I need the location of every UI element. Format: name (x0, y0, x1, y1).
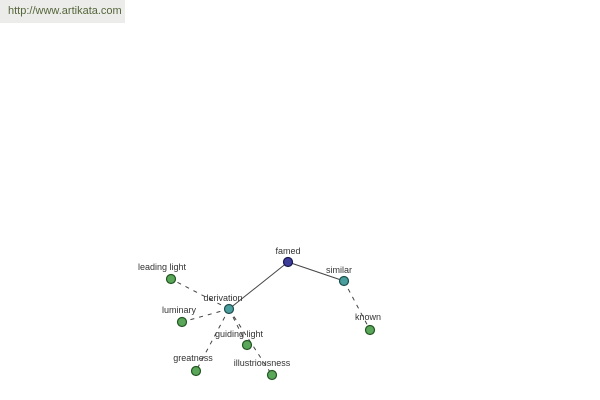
edge-famed-similar (287, 261, 345, 282)
node-similar[interactable] (338, 275, 350, 287)
edge-similar-known (343, 280, 371, 331)
node-illustriousness[interactable] (266, 369, 278, 381)
edge-famed-derivation (228, 261, 289, 310)
node-label-greatness[interactable]: greatness (173, 353, 213, 363)
node-label-luminary[interactable]: luminary (162, 305, 197, 315)
node-label-famed[interactable]: famed (275, 246, 300, 256)
node-luminary[interactable] (176, 316, 188, 328)
node-guiding-light[interactable] (241, 339, 253, 351)
node-greatness[interactable] (190, 365, 202, 377)
site-url-label: http://www.artikata.com (0, 0, 125, 23)
node-label-known[interactable]: known (355, 312, 381, 322)
node-label-similar[interactable]: similar (326, 265, 352, 275)
node-label-leading-light[interactable]: leading light (138, 262, 187, 272)
node-derivation[interactable] (223, 303, 235, 315)
edge-derivation-guiding-light (228, 308, 248, 346)
node-known[interactable] (364, 324, 376, 336)
edge-derivation-leading-light (170, 278, 230, 310)
node-label-illustriousness[interactable]: illustriousness (234, 358, 291, 368)
node-label-derivation[interactable]: derivation (203, 293, 242, 303)
node-leading-light[interactable] (165, 273, 177, 285)
edge-derivation-greatness (195, 308, 230, 372)
node-famed[interactable] (282, 256, 294, 268)
node-label-guiding-light[interactable]: guiding light (215, 329, 264, 339)
